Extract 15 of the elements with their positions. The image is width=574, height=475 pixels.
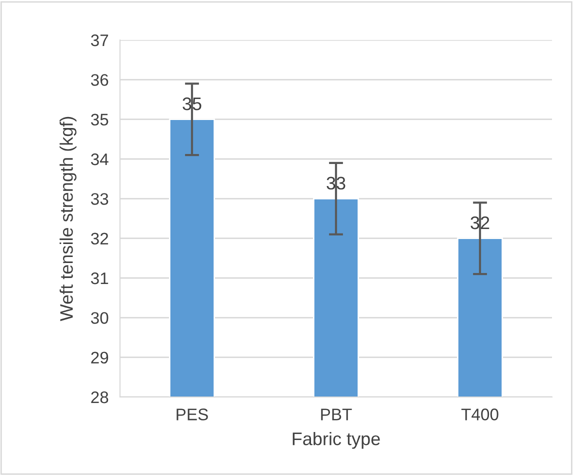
y-tick-label: 34 bbox=[90, 153, 108, 166]
x-axis-title: Fabric type bbox=[292, 432, 380, 449]
y-tick-label: 32 bbox=[90, 232, 108, 245]
x-tick-label: T400 bbox=[461, 408, 498, 420]
y-tick-label: 30 bbox=[90, 312, 108, 324]
y-tick-label: 35 bbox=[90, 114, 108, 126]
x-tick-label: PBT bbox=[321, 408, 352, 420]
y-tick-label: 36 bbox=[90, 74, 108, 86]
y-tick-label: 31 bbox=[90, 272, 108, 284]
y-tick-label: 29 bbox=[91, 352, 108, 364]
y-axis-title: Weft tensile strength (kgf) bbox=[60, 116, 76, 322]
x-tick-label: PES bbox=[176, 408, 208, 420]
y-tick-label: 37 bbox=[90, 34, 108, 46]
y-tick-label: 33 bbox=[90, 193, 108, 205]
y-tick-label: 28 bbox=[91, 391, 108, 404]
